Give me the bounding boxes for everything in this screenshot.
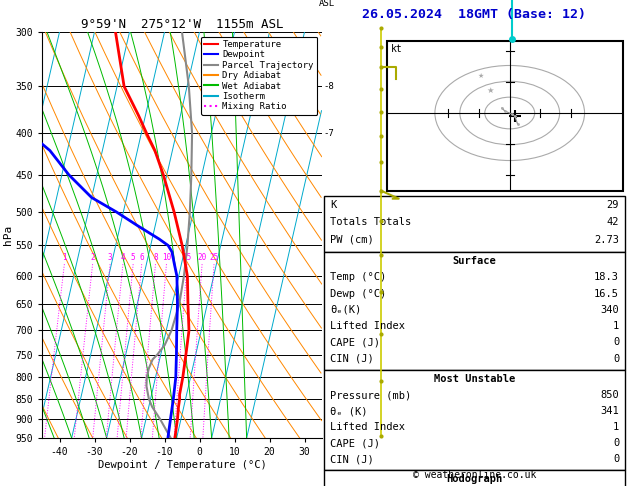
Text: LCL: LCL bbox=[323, 402, 339, 412]
Text: ★: ★ bbox=[477, 73, 483, 79]
Text: 10: 10 bbox=[162, 253, 171, 262]
Text: -5: -5 bbox=[323, 272, 334, 280]
Bar bbox=[324, 252, 625, 370]
Text: Pressure (mb): Pressure (mb) bbox=[330, 390, 411, 400]
Text: Lifted Index: Lifted Index bbox=[330, 321, 405, 331]
Text: -7: -7 bbox=[323, 129, 334, 138]
Text: Totals Totals: Totals Totals bbox=[330, 217, 411, 227]
Text: 341: 341 bbox=[601, 406, 619, 416]
Text: kt: kt bbox=[391, 44, 403, 54]
Text: CIN (J): CIN (J) bbox=[330, 354, 374, 364]
Text: θₑ (K): θₑ (K) bbox=[330, 406, 367, 416]
Text: -8: -8 bbox=[323, 82, 334, 91]
Text: 0: 0 bbox=[613, 438, 619, 448]
Text: 18.3: 18.3 bbox=[594, 272, 619, 282]
Text: 26.05.2024  18GMT (Base: 12): 26.05.2024 18GMT (Base: 12) bbox=[362, 8, 586, 21]
Text: -4: -4 bbox=[323, 326, 334, 335]
Text: 15: 15 bbox=[182, 253, 192, 262]
Text: 1: 1 bbox=[613, 422, 619, 432]
Text: 20: 20 bbox=[198, 253, 207, 262]
Legend: Temperature, Dewpoint, Parcel Trajectory, Dry Adiabat, Wet Adiabat, Isotherm, Mi: Temperature, Dewpoint, Parcel Trajectory… bbox=[201, 36, 318, 115]
Bar bbox=[324, 196, 625, 252]
X-axis label: Dewpoint / Temperature (°C): Dewpoint / Temperature (°C) bbox=[97, 460, 266, 470]
Text: 6: 6 bbox=[140, 253, 144, 262]
Text: 1: 1 bbox=[613, 321, 619, 331]
Text: 29: 29 bbox=[606, 200, 619, 210]
Text: θₑ(K): θₑ(K) bbox=[330, 305, 361, 315]
Text: ★: ★ bbox=[486, 86, 494, 95]
Text: -6: -6 bbox=[323, 208, 334, 216]
Text: CIN (J): CIN (J) bbox=[330, 454, 374, 464]
Bar bbox=[324, 370, 625, 470]
Text: 340: 340 bbox=[601, 305, 619, 315]
Text: 2: 2 bbox=[91, 253, 95, 262]
Text: 42: 42 bbox=[606, 217, 619, 227]
Text: 8: 8 bbox=[153, 253, 158, 262]
Text: Surface: Surface bbox=[453, 256, 496, 266]
Text: CAPE (J): CAPE (J) bbox=[330, 438, 380, 448]
Text: PW (cm): PW (cm) bbox=[330, 235, 374, 244]
Bar bbox=[324, 470, 625, 486]
Text: 0: 0 bbox=[613, 354, 619, 364]
Text: 0: 0 bbox=[613, 454, 619, 464]
Text: 0: 0 bbox=[613, 337, 619, 347]
Text: 25: 25 bbox=[209, 253, 219, 262]
Text: Hodograph: Hodograph bbox=[447, 474, 503, 484]
Text: Dewp (°C): Dewp (°C) bbox=[330, 289, 386, 298]
Text: 4: 4 bbox=[121, 253, 125, 262]
Text: 3: 3 bbox=[108, 253, 113, 262]
Text: km
ASL: km ASL bbox=[319, 0, 335, 8]
Text: K: K bbox=[330, 200, 336, 210]
Text: CAPE (J): CAPE (J) bbox=[330, 337, 380, 347]
Title: 9°59'N  275°12'W  1155m ASL: 9°59'N 275°12'W 1155m ASL bbox=[81, 18, 283, 31]
Bar bbox=[387, 41, 623, 191]
Text: Mixing Ratio (g/kg): Mixing Ratio (g/kg) bbox=[337, 204, 346, 306]
Text: -2: -2 bbox=[323, 394, 334, 403]
Text: 2.73: 2.73 bbox=[594, 235, 619, 244]
Text: 16.5: 16.5 bbox=[594, 289, 619, 298]
Text: Most Unstable: Most Unstable bbox=[434, 374, 515, 384]
Text: Lifted Index: Lifted Index bbox=[330, 422, 405, 432]
Y-axis label: hPa: hPa bbox=[3, 225, 13, 245]
Text: © weatheronline.co.uk: © weatheronline.co.uk bbox=[413, 470, 536, 480]
Text: 1: 1 bbox=[62, 253, 67, 262]
Text: -3: -3 bbox=[323, 373, 334, 382]
Text: Temp (°C): Temp (°C) bbox=[330, 272, 386, 282]
Text: 850: 850 bbox=[601, 390, 619, 400]
Text: 5: 5 bbox=[131, 253, 135, 262]
